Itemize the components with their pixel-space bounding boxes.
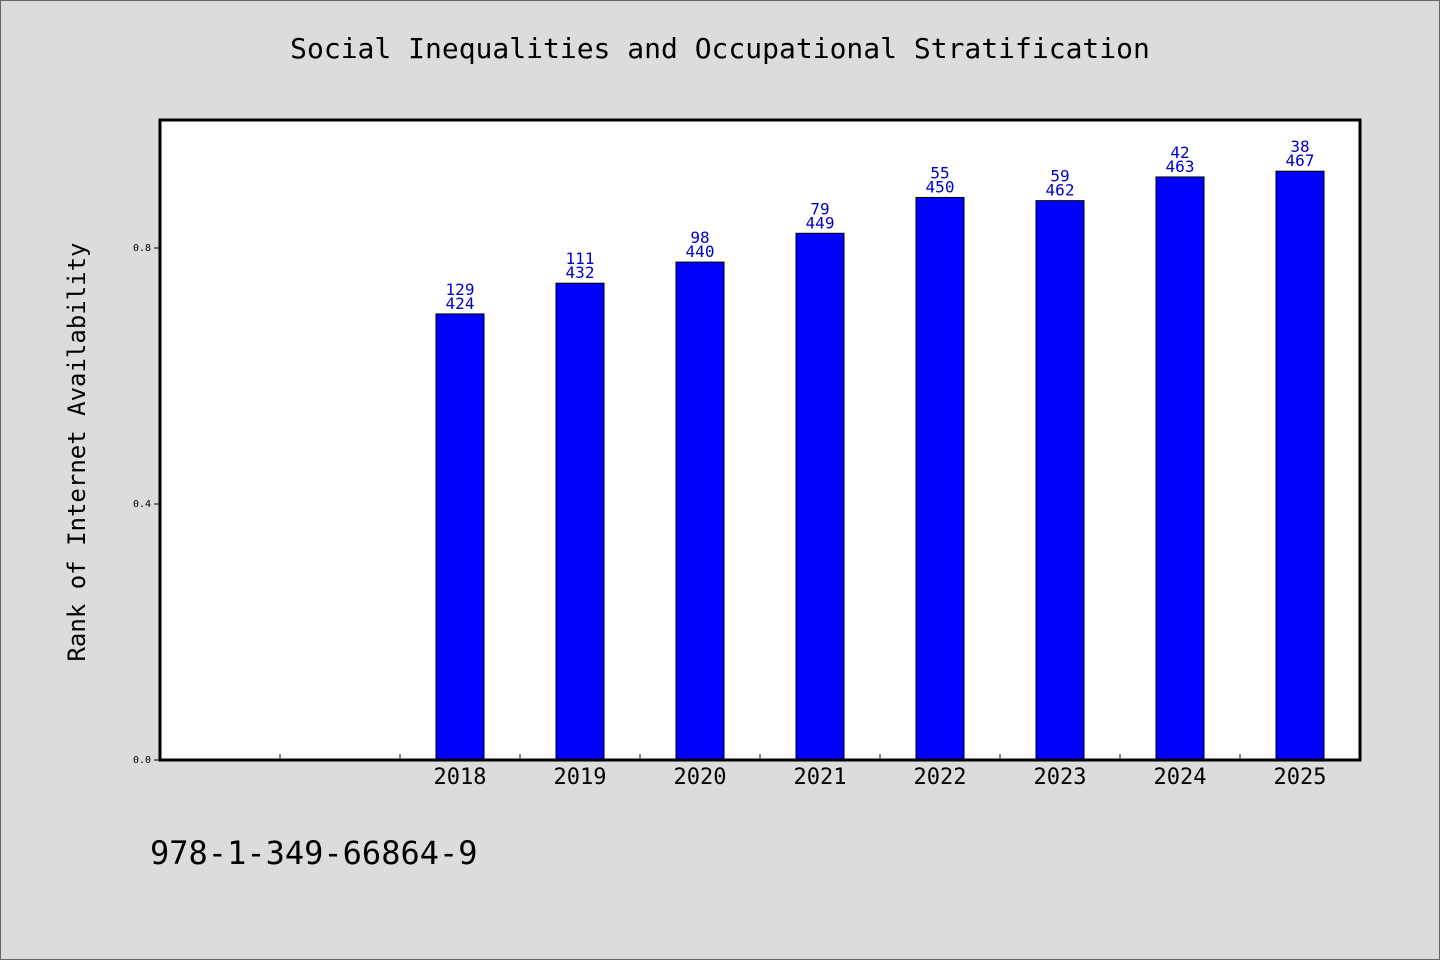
- x-tick-label: 2025: [1274, 765, 1327, 790]
- chart-title: Social Inequalities and Occupational Str…: [290, 32, 1150, 65]
- bar-label-rank: 79: [810, 199, 829, 218]
- bar-label-score: 424: [446, 294, 475, 313]
- bar-label-rank: 38: [1290, 137, 1309, 156]
- x-tick-label: 2020: [674, 765, 727, 790]
- bar: [795, 232, 845, 761]
- y-tick-label: 0.4: [133, 499, 151, 510]
- x-tick-label: 2018: [434, 765, 487, 790]
- plot-border: [158, 118, 1362, 762]
- bar-label-rank: 111: [566, 249, 595, 268]
- bar: [1155, 176, 1205, 761]
- bar-label-score: 449: [806, 213, 835, 232]
- x-tick-label: 2024: [1154, 765, 1207, 790]
- bar: [915, 196, 965, 761]
- bar-label-rank: 59: [1050, 167, 1069, 186]
- x-tick-label: 2021: [794, 765, 847, 790]
- bar-label-score: 463: [1166, 157, 1195, 176]
- bar-label-score: 432: [566, 263, 595, 282]
- x-tick-label: 2023: [1034, 765, 1087, 790]
- bar: [1035, 200, 1085, 761]
- y-tick-label: 0.0: [133, 755, 151, 766]
- bar: [435, 313, 485, 761]
- bar: [675, 261, 725, 761]
- bar-label-rank: 98: [690, 228, 709, 247]
- bar-label-score: 467: [1286, 151, 1315, 170]
- bar-label-score: 440: [686, 242, 715, 261]
- bar: [555, 282, 605, 761]
- x-tick-label: 2019: [554, 765, 607, 790]
- bar-label-score: 450: [926, 177, 955, 196]
- y-tick-label: 0.8: [133, 243, 151, 254]
- bar-label-rank: 42: [1170, 143, 1189, 162]
- x-tick-label: 2022: [914, 765, 967, 790]
- bar-label-rank: 129: [446, 280, 475, 299]
- bar-label-rank: 55: [930, 163, 949, 182]
- bar-label-score: 462: [1046, 181, 1075, 200]
- isbn-text: 978-1-349-66864-9: [150, 834, 478, 872]
- bar: [1275, 170, 1325, 761]
